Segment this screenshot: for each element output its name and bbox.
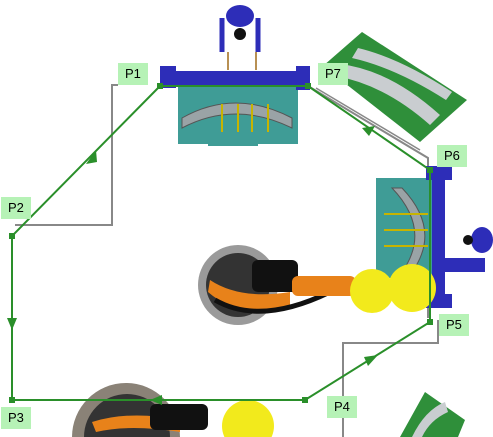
- direction-arrow: [150, 395, 162, 405]
- label-p3: P3: [1, 407, 31, 429]
- top-part: [181, 102, 293, 129]
- label-p6: P6: [437, 145, 467, 167]
- label-p5: P5: [439, 314, 469, 336]
- direction-arrow: [362, 126, 375, 136]
- waypoint-p2: [9, 233, 15, 239]
- waypoint-p7: [305, 83, 311, 89]
- direction-arrow: [364, 355, 378, 366]
- top-rail: [160, 71, 305, 85]
- waypoint-p5: [427, 319, 433, 325]
- direction-arrow: [86, 150, 97, 164]
- waypoint-p6: [427, 167, 433, 173]
- label-p4: P4: [327, 396, 357, 418]
- robot-gripper-icon: [219, 5, 261, 70]
- bottom-left-robot: [72, 383, 274, 437]
- top-fixture: [160, 5, 310, 146]
- waypoint-p3: [9, 397, 15, 403]
- right-rail: [432, 168, 445, 306]
- waypoint-p4: [302, 397, 308, 403]
- label-p7: P7: [318, 63, 348, 85]
- robot-path: [7, 83, 433, 405]
- green-part-bottom-right: [400, 392, 465, 437]
- center-robot: [198, 245, 436, 325]
- right-fixture: [376, 166, 493, 308]
- green-part-top-right: [323, 32, 467, 142]
- label-p1: P1: [118, 63, 148, 85]
- end-effector-icon: [463, 227, 493, 253]
- direction-arrow: [7, 318, 17, 330]
- label-p2: P2: [1, 197, 31, 219]
- waypoint-p1: [157, 83, 163, 89]
